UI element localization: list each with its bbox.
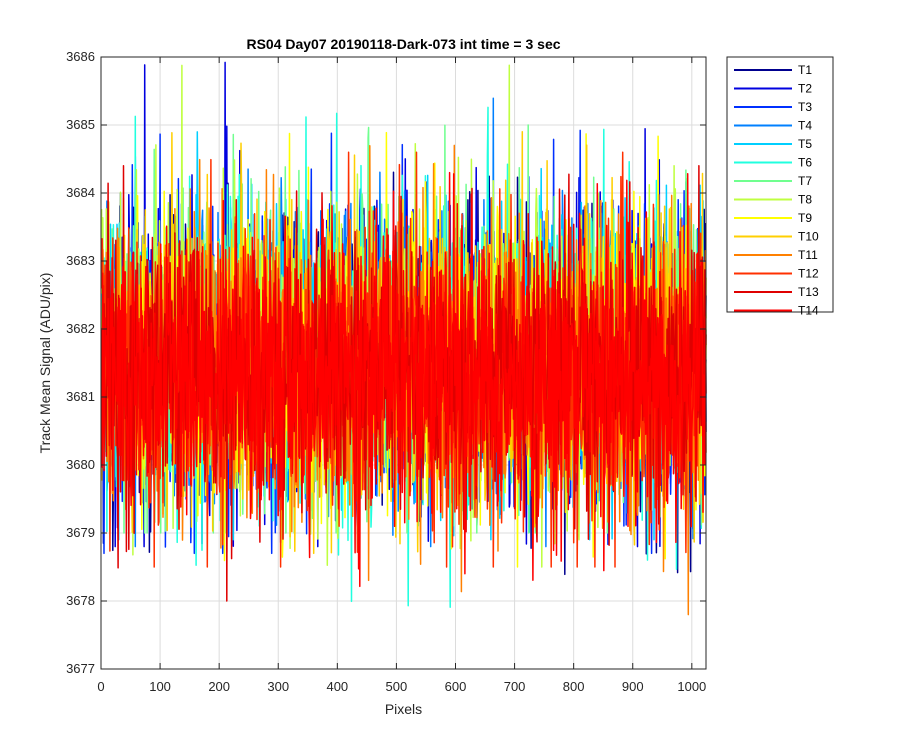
y-tick-label: 3677 bbox=[66, 661, 95, 676]
x-tick-label: 700 bbox=[504, 679, 526, 694]
legend-label-t12: T12 bbox=[798, 267, 819, 281]
legend-label-t13: T13 bbox=[798, 285, 819, 299]
x-tick-label: 200 bbox=[208, 679, 230, 694]
legend-label-t1: T1 bbox=[798, 63, 812, 77]
x-tick-label: 400 bbox=[326, 679, 348, 694]
x-tick-label: 100 bbox=[149, 679, 171, 694]
legend-label-t8: T8 bbox=[798, 193, 812, 207]
x-tick-label: 1000 bbox=[677, 679, 706, 694]
x-tick-label: 800 bbox=[563, 679, 585, 694]
y-tick-label: 3682 bbox=[66, 321, 95, 336]
x-tick-label: 500 bbox=[386, 679, 408, 694]
x-tick-label: 0 bbox=[97, 679, 104, 694]
x-tick-label: 900 bbox=[622, 679, 644, 694]
y-tick-label: 3678 bbox=[66, 593, 95, 608]
chart-title: RS04 Day07 20190118-Dark-073 int time = … bbox=[246, 36, 560, 52]
legend-label-t3: T3 bbox=[798, 100, 812, 114]
axes-frame bbox=[100, 56, 707, 670]
x-axis: 0 100 200 300 400 500 600 700 800 900 1000 bbox=[97, 57, 706, 694]
legend-label-t2: T2 bbox=[798, 82, 812, 96]
y-axis: 3677 3678 3679 3680 3681 3682 3683 3684 3685 3686 bbox=[66, 49, 706, 676]
legend-label-t6: T6 bbox=[798, 156, 812, 170]
legend-label-t9: T9 bbox=[798, 211, 812, 225]
legend-label-t4: T4 bbox=[798, 119, 812, 133]
y-tick-label: 3686 bbox=[66, 49, 95, 64]
legend-label-t7: T7 bbox=[798, 174, 812, 188]
x-axis-label: Pixels bbox=[385, 701, 422, 717]
legend-label-t10: T10 bbox=[798, 230, 819, 244]
series-group bbox=[100, 61, 707, 616]
y-tick-label: 3681 bbox=[66, 389, 95, 404]
legend-label-t5: T5 bbox=[798, 137, 812, 151]
x-tick-label: 600 bbox=[445, 679, 467, 694]
series-line-t14 bbox=[100, 171, 707, 588]
y-axis-label: Track Mean Signal (ADU/pix) bbox=[37, 273, 53, 454]
legend: T1 T2 T3 T4 T5 T6 T7 T8 T9 T10 T11 T12 T13 T14 bbox=[726, 56, 834, 318]
y-tick-label: 3684 bbox=[66, 185, 95, 200]
y-tick-label: 3685 bbox=[66, 117, 95, 132]
x-tick-label: 300 bbox=[267, 679, 289, 694]
y-tick-label: 3680 bbox=[66, 457, 95, 472]
legend-box bbox=[726, 56, 834, 313]
legend-label-t14: T14 bbox=[798, 304, 819, 318]
legend-label-t11: T11 bbox=[798, 248, 818, 262]
y-tick-label: 3679 bbox=[66, 525, 95, 540]
y-tick-label: 3683 bbox=[66, 253, 95, 268]
